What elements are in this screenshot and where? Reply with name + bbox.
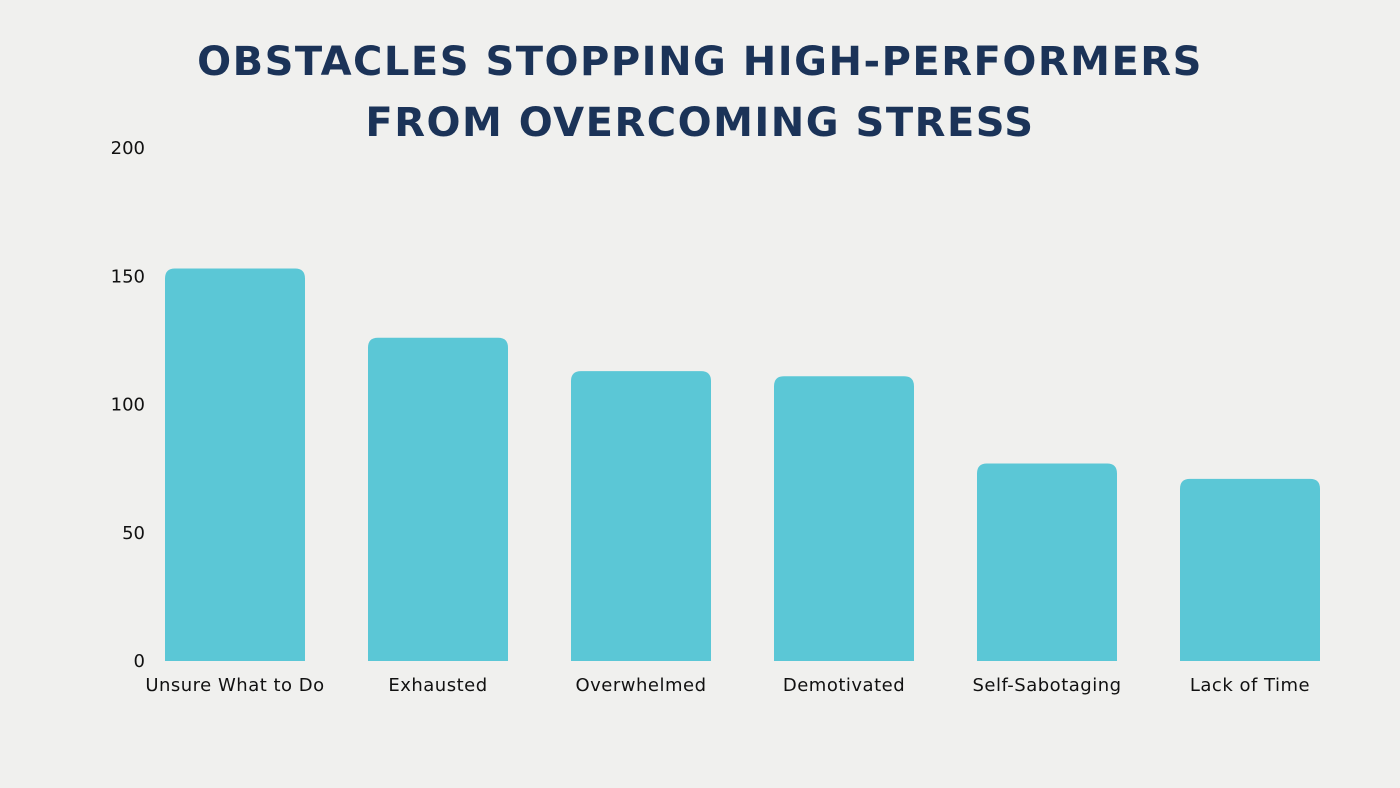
bar-demotivated [774,376,914,661]
y-tick-label: 200 [111,138,145,159]
y-tick-label: 0 [134,651,145,672]
y-tick-label: 100 [111,395,145,416]
bar-self-sabotaging [977,463,1117,661]
chart-title-line-2: FROM OVERCOMING STRESS [365,100,1035,146]
bar-lack-of-time [1180,478,1320,661]
x-tick-label: Unsure What to Do [145,675,324,696]
x-tick-label: Self-Sabotaging [972,675,1121,696]
bar-unsure-what-to-do [165,268,305,661]
x-tick-label: Lack of Time [1190,675,1310,696]
y-tick-label: 150 [111,266,145,287]
x-tick-label: Overwhelmed [575,675,706,696]
bar-overwhelmed [571,371,711,661]
y-tick-label: 50 [122,523,145,544]
chart-title-line-1: OBSTACLES STOPPING HIGH-PERFORMERS [197,39,1203,85]
bar-exhausted [368,337,508,661]
x-tick-label: Demotivated [783,675,905,696]
x-tick-label: Exhausted [388,675,487,696]
